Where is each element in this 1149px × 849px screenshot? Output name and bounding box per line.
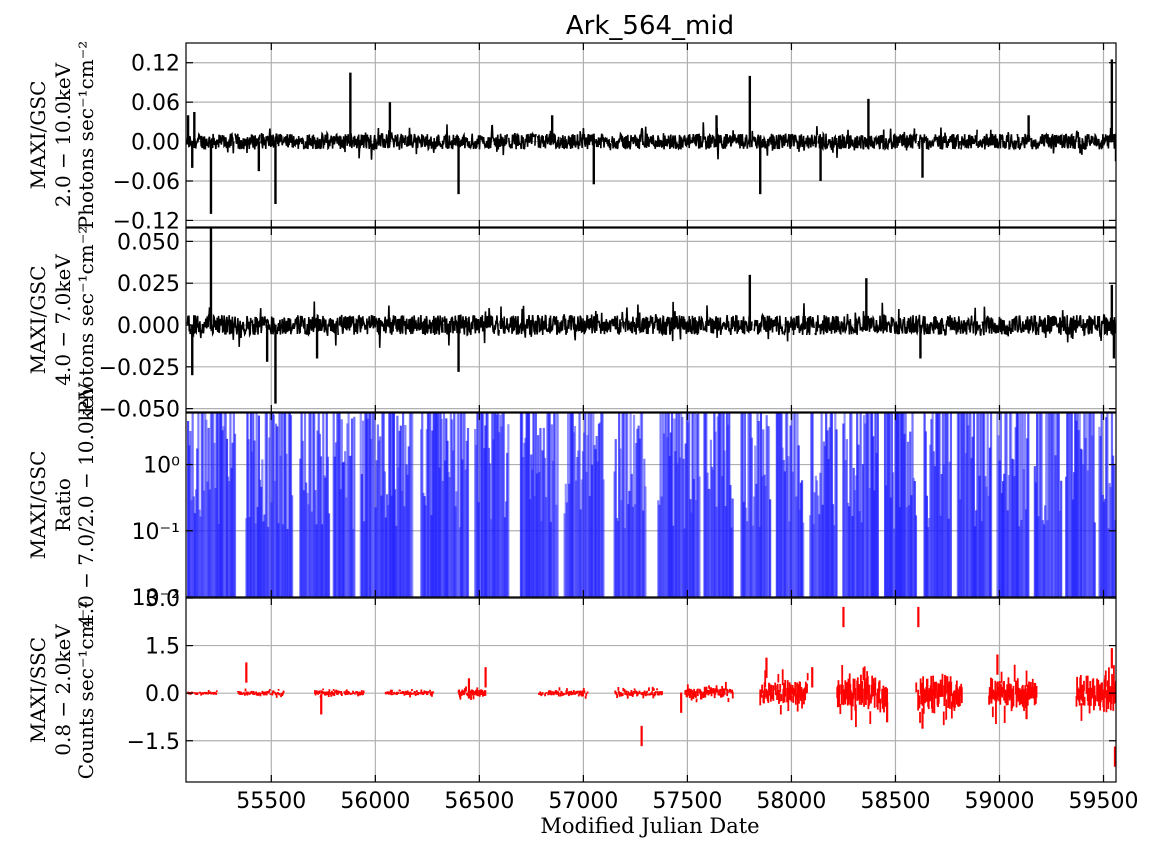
y-axis-label: 0.8 − 2.0keV <box>51 624 75 756</box>
x-tick-label: 56000 <box>340 789 410 814</box>
y-axis-label: 2.0 − 10.0keV <box>51 62 75 207</box>
y-tick-label: 0.050 <box>117 230 180 255</box>
y-tick-label: 1.5 <box>145 635 180 660</box>
light-curve-line <box>186 122 1116 160</box>
x-tick-label: 55500 <box>236 789 306 814</box>
x-tick-label: 59000 <box>964 789 1034 814</box>
y-tick-label: −0.050 <box>99 398 180 423</box>
y-tick-label: −0.06 <box>113 170 180 195</box>
y-tick-label: 3.0 <box>145 587 180 612</box>
x-tick-label: 58500 <box>860 789 930 814</box>
panel-frame <box>185 412 1117 598</box>
y-axis-label: 4.0 − 7.0keV <box>51 254 75 386</box>
panel-data-3 <box>186 413 1116 597</box>
y-axis-label: MAXI/GSC <box>26 266 50 375</box>
y-tick-label: 10⁻¹ <box>132 520 180 545</box>
y-tick-label: 0.025 <box>117 272 180 297</box>
y-tick-label: 10⁰ <box>143 454 180 479</box>
panel-data-1 <box>186 59 1116 214</box>
y-axis-label: Photons sec⁻¹cm⁻² <box>74 226 98 415</box>
y-axis-label: Ratio <box>51 478 75 532</box>
panel-data-2 <box>186 228 1116 404</box>
y-tick-label: 0.12 <box>131 52 180 77</box>
y-tick-label: 0.00 <box>131 131 180 156</box>
x-axis-label: Modified Julian Date <box>540 814 759 838</box>
y-axis-label: Counts sec⁻¹cm⁻² <box>74 601 98 779</box>
light-curve-line <box>186 301 1116 348</box>
panel-4: 3.0 1.5 0.0 −1.5 MAXI/SSC 0.8 − 2.0keV Counts … <box>26 587 1139 814</box>
x-tick-label: 56500 <box>444 789 514 814</box>
x-tick-label: 58000 <box>756 789 826 814</box>
panel-1: 0.12 0.06 0.00 −0.06 −0.12 MAXI/GSC 2.0 − 10.0… <box>26 41 1117 234</box>
y-axis-label: Photons sec⁻¹cm⁻² <box>74 41 98 230</box>
y-tick-label: −0.12 <box>113 209 180 234</box>
y-tick-label: 0.06 <box>131 91 180 116</box>
x-tick-label: 57000 <box>548 789 618 814</box>
panel-data-4 <box>187 606 1116 767</box>
panel-frame <box>185 227 1117 413</box>
panel-frame <box>185 42 1117 228</box>
y-tick-label: 0.000 <box>117 314 180 339</box>
y-tick-label: −0.025 <box>99 356 180 381</box>
panel-3: 10⁰ 10⁻¹ 10⁻² MAXI/GSC Ratio 4.0 − 7.0/2.0 − … <box>26 382 1117 627</box>
y-axis-label: MAXI/GSC <box>26 451 50 560</box>
panel-frame <box>185 597 1117 783</box>
y-tick-label: −1.5 <box>127 730 180 755</box>
figure-title: Ark_564_mid <box>566 11 734 41</box>
panel-2: 0.050 0.025 0.000 −0.025 −0.050 MAXI/GSC 4.0 −… <box>26 226 1117 423</box>
y-axis-label: MAXI/GSC <box>26 81 50 190</box>
y-tick-label: 10⁻² <box>132 586 180 611</box>
y-axis-label: MAXI/SSC <box>26 637 50 743</box>
y-axis-label: 4.0 − 7.0/2.0 − 10.0keV <box>74 382 98 627</box>
y-tick-label: 0.0 <box>145 682 180 707</box>
x-tick-label: 57500 <box>652 789 722 814</box>
x-tick-label: 59500 <box>1069 789 1139 814</box>
